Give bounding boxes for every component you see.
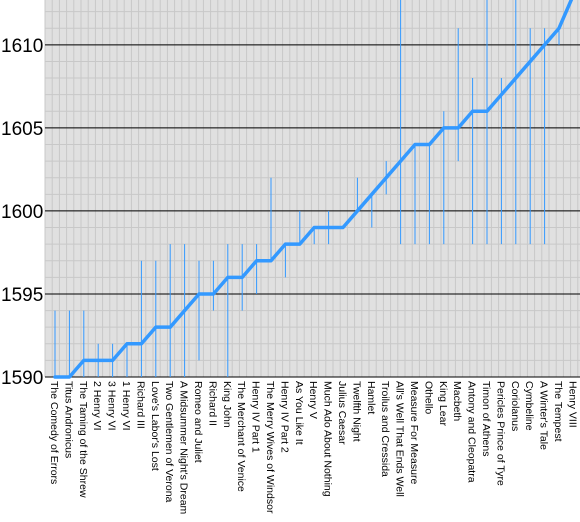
x-tick-label: Twelfth Night <box>350 381 362 442</box>
plot-background <box>45 0 580 377</box>
x-tick-label: 2 Henry VI <box>91 381 103 431</box>
x-tick-label: Othello <box>422 381 434 414</box>
y-tick-label: 1605 <box>1 119 43 140</box>
x-tick-label: Much Ado About Nothing <box>322 381 334 497</box>
x-tick-label: Richard III <box>134 381 146 429</box>
x-tick-label: Antony and Cleopatra <box>466 381 478 483</box>
x-tick-label: Love's Labor's Lost <box>149 381 161 471</box>
y-tick-label: 1590 <box>1 368 43 389</box>
x-tick-label: Two Gentlemen of Verona <box>163 381 175 503</box>
major-gridlines <box>45 44 580 378</box>
x-tick-label: Henry VIII <box>566 381 578 428</box>
x-tick-label: 3 Henry VI <box>106 381 118 431</box>
x-tick-label: The Merchant of Venice <box>235 381 247 492</box>
x-tick-label: King John <box>221 381 233 428</box>
x-tick-label: Henry IV Part 2 <box>278 381 290 453</box>
x-tick-label: Coriolanus <box>509 381 521 431</box>
x-tick-label: Henry V <box>307 381 319 419</box>
x-tick-label: Cymbeline <box>523 381 535 431</box>
x-tick-label: Richard II <box>206 381 218 426</box>
x-tick-label: Pericles Prince of Tyre <box>494 381 506 486</box>
x-tick-label: Julius Caesar <box>336 381 348 445</box>
y-tick-label: 1595 <box>1 285 43 306</box>
x-tick-label: As You Like It <box>293 381 305 445</box>
series-line <box>53 0 574 379</box>
y-axis-tick-labels: 1590 1595 1600 1605 1610 <box>1 36 43 389</box>
x-tick-label: Henry IV Part 1 <box>250 381 262 453</box>
x-tick-label: A Winter's Tale <box>538 381 550 450</box>
y-tick-label: 1610 <box>1 36 43 57</box>
x-tick-label: Macbeth <box>451 381 463 421</box>
x-tick-label: 1 Henry VI <box>120 381 132 431</box>
date-range-bars <box>54 0 560 377</box>
x-tick-label: Romeo and Juliet <box>192 381 204 463</box>
y-tick-label: 1600 <box>1 202 43 223</box>
x-tick-label: The Merry Wives of Windsor <box>264 381 276 514</box>
x-tick-label: Measure For Measure <box>408 381 420 484</box>
x-tick-label: Titus Andronicus <box>62 381 74 458</box>
x-tick-label: The Comedy of Errors <box>48 381 60 484</box>
x-tick-label: The Taming of the Shrew <box>77 381 89 498</box>
x-tick-label: Hamlet <box>365 381 377 414</box>
x-tick-label: Timon of Athens <box>480 381 492 456</box>
x-tick-label: Troilus and Cressida <box>379 381 391 477</box>
x-tick-label: King Lear <box>437 381 449 426</box>
x-tick-label: All's Well That Ends Well <box>394 381 406 497</box>
x-tick-label: The Tempest <box>552 381 564 442</box>
x-tick-label: A Midsummer Night's Dream <box>178 381 190 515</box>
x-axis-tick-labels: The Comedy of Errors Titus Andronicus The … <box>48 381 578 515</box>
